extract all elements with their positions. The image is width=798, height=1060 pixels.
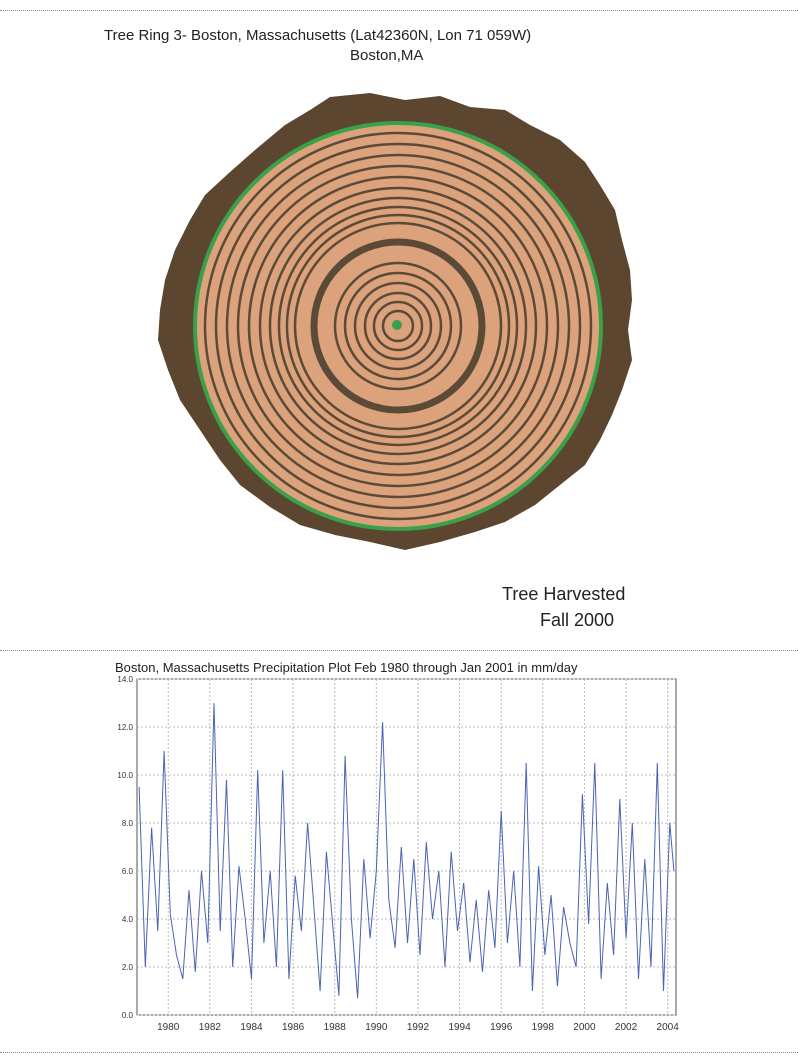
growth-ring: [285, 213, 511, 439]
tree-ring-title: Tree Ring 3- Boston, Massachusetts (Lat4…: [104, 27, 532, 44]
x-tick-label: 1990: [365, 1022, 388, 1033]
growth-ring: [381, 309, 415, 343]
tree-ring-subtitle: Boston,MA: [350, 47, 424, 64]
y-tick-label: 0.0: [122, 1011, 134, 1020]
x-tick-label: 1986: [282, 1022, 305, 1033]
chart-title: Boston, Massachusetts Precipitation Plot…: [115, 660, 578, 675]
growth-ring: [333, 261, 463, 391]
bottom-divider: [0, 1052, 798, 1053]
precipitation-series-line: [138, 702, 675, 999]
y-tick-label: 8.0: [122, 819, 134, 828]
grid-lines: [137, 678, 676, 1016]
x-axis-ticks: 1980 1982 1984 1986 1988 1990 1992 1994 1996 1998…: [157, 1022, 679, 1033]
harvest-note-line2: Fall 2000: [540, 610, 615, 630]
growth-ring: [247, 175, 549, 477]
x-tick-label: 1994: [448, 1022, 471, 1033]
y-tick-label: 10.0: [117, 771, 133, 780]
growth-ring: [353, 281, 443, 371]
growth-ring: [363, 291, 433, 361]
tree-ring-illustration: [158, 93, 632, 550]
precipitation-chart: 0.0 2.0 4.0 6.0 8.0 10.0 12.0 14.0 1980 1982 1984…: [117, 676, 679, 1033]
top-divider: [0, 10, 798, 11]
growth-rings: [203, 131, 593, 521]
growth-ring: [343, 271, 453, 381]
growth-ring-dark: [310, 238, 486, 414]
outer-green-ring: [193, 121, 603, 531]
x-tick-label: 2004: [657, 1022, 680, 1033]
x-tick-label: 1996: [490, 1022, 513, 1033]
growth-ring: [236, 164, 560, 488]
y-tick-label: 12.0: [117, 723, 133, 732]
y-tick-label: 4.0: [122, 915, 134, 924]
growth-ring: [277, 205, 519, 447]
growth-ring: [214, 142, 582, 510]
x-tick-label: 2002: [615, 1022, 638, 1033]
x-tick-label: 2000: [573, 1022, 596, 1033]
plot-area: [136, 678, 677, 1016]
y-tick-label: 6.0: [122, 867, 134, 876]
growth-ring: [225, 153, 571, 499]
x-tick-label: 1998: [532, 1022, 555, 1033]
growth-ring: [372, 300, 424, 352]
harvest-note-line1: Tree Harvested: [502, 584, 626, 604]
growth-ring: [258, 186, 538, 466]
tree-pith: [392, 320, 402, 330]
x-tick-label: 1988: [324, 1022, 347, 1033]
x-tick-label: 1982: [199, 1022, 222, 1033]
growth-ring: [268, 196, 528, 456]
x-tick-label: 1992: [407, 1022, 430, 1033]
growth-ring: [293, 221, 503, 431]
y-axis-ticks: 0.0 2.0 4.0 6.0 8.0 10.0 12.0 14.0: [117, 676, 133, 1020]
x-tick-label: 1984: [240, 1022, 263, 1033]
y-tick-label: 2.0: [122, 963, 134, 972]
x-tick-label: 1980: [157, 1022, 180, 1033]
growth-ring: [203, 131, 593, 521]
middle-divider: [0, 650, 798, 651]
y-tick-label: 14.0: [117, 676, 133, 684]
